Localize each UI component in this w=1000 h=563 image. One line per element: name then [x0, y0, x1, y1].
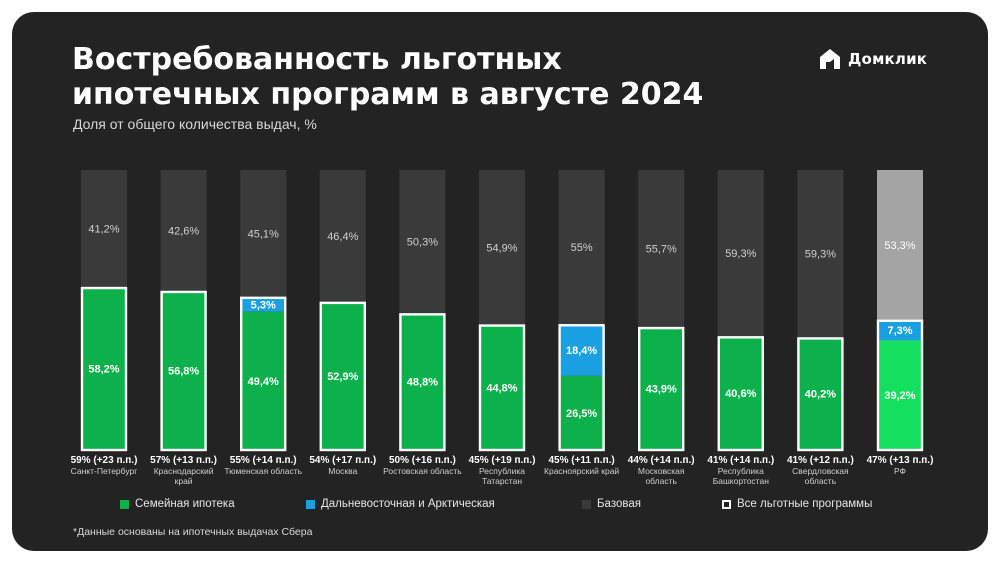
- label-total-1: 57% (+13 п.п.): [150, 455, 217, 466]
- bar-far-east-10: [877, 319, 923, 341]
- label-total-6: 45% (+11 п.п.): [548, 455, 614, 466]
- label-total-10: 47% (+13 п.п.): [867, 455, 934, 466]
- bar-family-0: [81, 287, 127, 450]
- label-family-7: 43,9%: [646, 384, 677, 396]
- label-total-8: 41% (+14 п.п.): [707, 455, 774, 466]
- label-total-7: 44% (+14 п.п.): [628, 455, 695, 466]
- label-total-4: 50% (+16 п.п.): [389, 455, 456, 466]
- bar-total-outline-2: [239, 296, 287, 452]
- logo-text: Домклик: [848, 50, 928, 68]
- bar-total-outline-7: [638, 326, 685, 452]
- label-base-4: 50,3%: [407, 237, 438, 249]
- bar-chart: 41,2% 58,2% 59% (+23 п.п.)Санкт-Петербург 4…: [71, 170, 934, 486]
- bar-family-2: [240, 311, 287, 450]
- label-family-10: 39,2%: [884, 390, 915, 402]
- label-base-7: 55,7%: [646, 244, 677, 256]
- category-label-0-0: Санкт-Петербург: [71, 466, 138, 476]
- label-family-4: 48,8%: [407, 377, 438, 389]
- bar-far-east-2: [240, 296, 287, 312]
- legend-item-all-programs: Все льготные программы: [722, 498, 872, 510]
- label-total-2: 55% (+14 п.п.): [230, 455, 297, 466]
- bar-family-6: [558, 375, 605, 450]
- label-base-6: 55%: [571, 242, 593, 254]
- bar-total-outline-9: [797, 337, 844, 452]
- legend-swatch-far-east: [306, 499, 315, 509]
- label-far-east-6: 18,4%: [566, 345, 597, 357]
- infographic-card: Востребованность льготных ипотечных прог…: [12, 12, 988, 551]
- bar-total-outline-8: [717, 336, 764, 452]
- bar-family-1: [160, 290, 207, 450]
- category-label-4-0: Ростовская область: [383, 466, 462, 476]
- legend-label-base: Базовая: [597, 498, 641, 510]
- legend-label-all-programs: Все льготные программы: [737, 498, 873, 510]
- label-total-5: 45% (+19 п.п.): [469, 455, 536, 466]
- title-line-2: ипотечных программ в августе 2024: [72, 77, 704, 112]
- label-base-3: 46,4%: [327, 231, 358, 243]
- footnote: *Данные основаны на ипотечных выдачах Сб…: [73, 526, 313, 538]
- bar-family-4: [399, 313, 446, 450]
- bar-total-outline-10: [876, 319, 924, 452]
- legend-item-far-east: Дальневосточная и Арктическая: [306, 498, 495, 510]
- bar-total-outline-6: [558, 324, 605, 452]
- label-base-1: 42,6%: [168, 225, 199, 237]
- label-total-0: 59% (+23 п.п.): [71, 455, 138, 466]
- category-label-2-0: Тюменская область: [224, 466, 302, 476]
- legend-swatch-base: [582, 499, 591, 509]
- category-label-8-1: Башкортостан: [713, 476, 770, 486]
- legend-swatch-family: [120, 499, 129, 509]
- label-far-east-2: 5,3%: [251, 299, 276, 311]
- bar-total-outline-0: [80, 286, 128, 452]
- category-label-9-1: область: [805, 476, 837, 486]
- label-family-2: 49,4%: [248, 376, 279, 388]
- category-label-6-0: Красноярский край: [544, 466, 619, 476]
- chart-subtitle: Доля от общего количества выдач, %: [73, 116, 317, 132]
- bar-total-outline-3: [319, 301, 366, 452]
- label-base-9: 59,3%: [805, 249, 836, 261]
- category-label-1-0: Краснодарский: [154, 466, 214, 476]
- bar-far-east-6: [558, 324, 605, 376]
- category-label-5-0: Республика: [479, 466, 525, 476]
- label-family-1: 56,8%: [168, 365, 199, 377]
- bar-family-10: [877, 340, 923, 450]
- legend-item-family: Семейная ипотека: [120, 498, 235, 510]
- bar-total-outline-4: [399, 313, 446, 452]
- category-label-5-1: Татарстан: [482, 476, 522, 486]
- bar-family-5: [479, 324, 525, 450]
- legend-swatch-all-programs: [722, 499, 731, 509]
- bar-total-outline-1: [160, 290, 207, 452]
- label-family-3: 52,9%: [327, 371, 358, 383]
- category-label-7-0: Московская: [638, 466, 685, 476]
- label-far-east-10: 7,3%: [887, 325, 912, 337]
- label-total-3: 54% (+17 п.п.): [309, 455, 376, 466]
- category-label-1-1: край: [175, 476, 193, 486]
- bar-family-8: [717, 336, 764, 450]
- title-line-1: Востребованность льготных: [72, 42, 562, 77]
- label-family-5: 44,8%: [486, 382, 517, 394]
- brand-logo: Домклик: [818, 47, 927, 71]
- legend-label-far-east: Дальневосточная и Арктическая: [321, 498, 495, 510]
- label-base-8: 59,3%: [725, 248, 756, 260]
- label-base-10: 53,3%: [884, 240, 915, 252]
- label-family-9: 40,2%: [805, 389, 836, 401]
- bar-family-3: [319, 301, 366, 450]
- label-family-0: 58,2%: [88, 364, 119, 376]
- house-logo-icon: [820, 49, 840, 69]
- legend-item-base: Базовая: [582, 498, 641, 510]
- label-family-6: 26,5%: [566, 408, 597, 420]
- category-label-3-0: Москва: [328, 466, 357, 476]
- bar-family-7: [638, 327, 685, 450]
- legend-label-family: Семейная ипотека: [135, 498, 235, 510]
- category-label-7-1: область: [645, 476, 677, 486]
- page-title: Востребованность льготных ипотечных прог…: [72, 42, 712, 112]
- label-total-9: 41% (+12 п.п.): [787, 455, 854, 466]
- category-label-10-0: РФ: [894, 466, 906, 476]
- category-label-9-0: Свердловская: [792, 466, 849, 476]
- category-label-8-0: Республика: [718, 466, 764, 476]
- label-base-0: 41,2%: [88, 224, 119, 236]
- bar-family-9: [797, 337, 844, 450]
- label-family-8: 40,6%: [725, 388, 756, 400]
- bar-total-outline-5: [478, 324, 526, 452]
- label-base-5: 54,9%: [486, 242, 517, 254]
- label-base-2: 45,1%: [248, 228, 279, 240]
